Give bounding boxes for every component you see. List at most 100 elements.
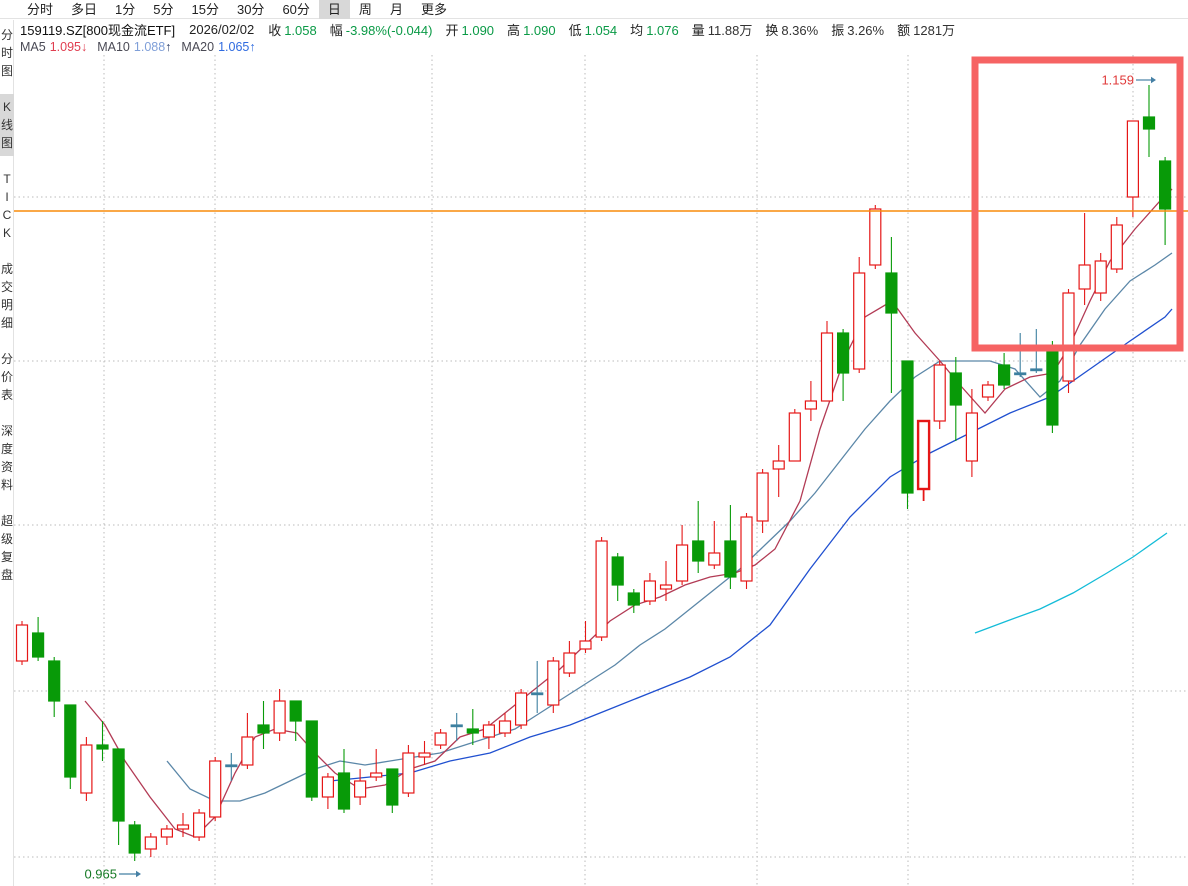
sidebar-item-成交明细[interactable]: 成交明细 [0,262,13,330]
candle-body [1126,120,1140,198]
candle-body [772,460,785,470]
candle-body [708,552,721,566]
candle-body [80,744,93,794]
candle-body [981,384,995,398]
candle-body [305,720,318,798]
candle-body [643,580,657,602]
candle-body [128,824,141,854]
candle-body [1078,264,1091,290]
quote-field-低: 低 1.054 [568,22,618,38]
candle-body [627,592,640,606]
candle-body [434,732,447,746]
candle-body [354,780,367,798]
candle-body [112,748,125,822]
quote-info-bar: 159119.SZ[800现金流ETF] 2026/02/02 收 1.058 幅 -… [14,20,969,39]
period-tab-多日[interactable]: 多日 [71,1,98,17]
candle-body [257,724,270,734]
sidebar-item-分价表[interactable]: 分价表 [0,352,13,402]
candle-body [1046,348,1059,426]
candle-body [724,540,737,578]
candle-body [595,540,608,638]
candle-body [1014,372,1027,376]
candle-body [563,652,576,674]
candle-body [804,400,818,410]
candle-body [916,419,931,491]
candle-body [386,768,399,806]
sidebar-item-分时图[interactable]: 分时图 [0,28,13,78]
ma10-line [166,252,1173,802]
candle-body [144,836,157,850]
candle-body [31,632,45,658]
period-tab-周[interactable]: 周 [358,1,372,17]
candle-body [15,624,29,662]
candle-body [1062,292,1075,382]
candle-body [885,272,898,314]
candle-body [1094,260,1107,294]
candle-body [418,752,431,758]
quote-fields: 收 1.058 幅 -3.98%(-0.044) 开 1.090 高 1.090 低 1.054 均… [268,20,968,39]
candle-body [1110,224,1123,270]
high-price-label-arrowhead [1151,76,1156,84]
candle-body [482,724,495,738]
candle-body [337,772,351,810]
candle-body [176,824,190,830]
candle-body [1142,116,1156,130]
candle-body [193,812,206,838]
sidebar-item-深度资料[interactable]: 深度资料 [0,424,13,492]
period-tab-月[interactable]: 月 [389,1,403,17]
candle-body [1158,160,1172,210]
period-tab-更多[interactable]: 更多 [420,1,447,17]
candle-body [547,660,560,706]
highlight-rect-annotation [971,56,1184,352]
period-toolbar: 分时 多日 1分 5分 15分 30分 60分日周 月 更多 [0,0,1188,19]
candle-body [273,700,286,734]
ma-indicator-bar: MA5 1.095↓ MA10 1.088↑ MA20 1.065↑ [14,39,266,55]
date-label: 2026/02/02 [189,21,255,37]
candle-body [321,776,334,798]
candle-body [1030,368,1043,372]
candle-body [289,700,302,722]
candle-body [933,364,946,422]
quote-field-额: 额 1281万 [897,22,956,38]
period-tab-60分[interactable]: 60分 [282,1,310,17]
candle-body [788,412,801,462]
candle-body [370,772,383,778]
candle-body [611,556,624,586]
candle-body [869,208,882,266]
candle-body [997,364,1011,386]
candle-body [450,724,463,728]
quote-field-振: 振 3.26% [831,22,885,38]
quote-field-均: 均 1.076 [630,22,679,38]
candle-body [756,472,769,522]
period-tab-日[interactable]: 日 [318,0,350,19]
candle-body [836,332,850,374]
low-price-label-arrowhead [136,870,141,878]
symbol-label: 159119.SZ[800现金流ETF] [20,22,176,38]
period-tab-1分[interactable]: 1分 [115,1,136,17]
candle-body [949,372,962,406]
quote-field-幅: 幅 -3.98%(-0.044) [329,22,433,38]
period-tab-5分[interactable]: 5分 [153,1,174,17]
period-tab-分时[interactable]: 分时 [27,1,54,17]
candle-body [96,744,109,750]
quote-field-开: 开 1.090 [445,22,495,38]
candle-body [901,360,914,494]
period-tab-15分[interactable]: 15分 [191,1,219,17]
period-tab-30分[interactable]: 30分 [236,1,265,17]
candle-body [514,692,528,726]
candle-body [820,332,834,402]
quote-field-高: 高 1.090 [507,22,556,38]
sidebar-item-超级复盘[interactable]: 超级复盘 [0,514,13,582]
candle-body [48,660,61,702]
quote-field-收: 收 1.058 [268,22,317,38]
ma-value-ma10: MA10 1.088↑ [97,40,172,54]
candle-body [498,720,512,734]
low-price-label: 0.965 [84,867,117,882]
candle-body [740,516,753,582]
